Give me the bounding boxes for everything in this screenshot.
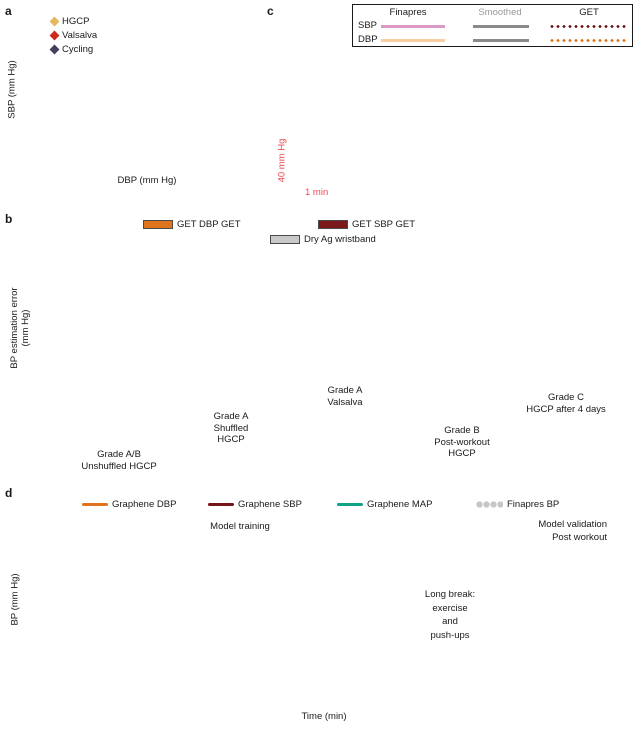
panel-b-ylabel-line1: BP estimation error [9, 287, 20, 369]
panel-b-letter: b [5, 212, 13, 226]
get-sbp-violin-swatch [318, 220, 348, 229]
group-1-grade: Grade A/B [59, 449, 179, 460]
legend-item-finapres-bp: Finapres BP [476, 499, 559, 510]
grade-text: Grade C [545, 392, 587, 403]
smoothed-sbp-swatch [473, 25, 529, 28]
legend-header-get: GET [579, 7, 599, 18]
legend-item-cycling: Cycling [49, 44, 94, 55]
panel-d-xlabel: Time (min) [301, 711, 347, 722]
panel-d-letter: d [5, 486, 13, 500]
scalebar-h-label: 1 min [305, 187, 329, 198]
smoothed-dbp-swatch [473, 39, 529, 42]
group-3-grade: Grade A [285, 385, 405, 396]
graphene-dbp-line-swatch [82, 503, 108, 506]
valsalva-diamond-icon [49, 30, 60, 41]
legend-item-get-dbp: GET DBP GET [143, 219, 241, 230]
wristband-violin-swatch [270, 235, 300, 244]
legend-item-get-sbp: GET SBP GET [318, 219, 415, 230]
scalebar-v-label: 40 mm Hg [276, 138, 288, 183]
legend-item-hgcp: HGCP [49, 16, 90, 27]
grade-text: Grade A [210, 411, 252, 422]
legend-label: Graphene SBP [238, 499, 302, 510]
legend-header-smoothed: Smoothed [478, 7, 522, 18]
hgcp-diamond-icon [49, 16, 60, 27]
break-label: Long break: exercise and push-ups [424, 589, 476, 641]
cycling-diamond-icon [49, 44, 60, 55]
legend-label: Cycling [62, 44, 94, 55]
group-2-grade: Grade A [171, 411, 291, 422]
legend-item-wristband: Dry Ag wristband [270, 234, 376, 245]
group-5-cond: HGCP after 4 days [526, 404, 606, 415]
legend-item-valsalva: Valsalva [49, 30, 98, 41]
legend-header-finapres: Finapres [389, 7, 427, 18]
legend-item-graphene-map: Graphene MAP [337, 499, 432, 510]
get-dbp-violin-swatch [143, 220, 173, 229]
group-1-cond: Unshuffled HGCP [81, 461, 157, 472]
group-3-cond: Valsalva [327, 397, 363, 408]
finapres-bp-dots-swatch [476, 501, 503, 508]
legend-item-graphene-sbp: Graphene SBP [208, 499, 302, 510]
group-4-cond: Post-workout HGCP [434, 437, 490, 459]
legend-label: Valsalva [62, 30, 98, 41]
panel-c-legend: Finapres Smoothed GET SBP DBP [352, 4, 633, 47]
panel-a-xlabel: DBP (mm Hg) [117, 175, 177, 186]
panel-b-ylabel: BP estimation error (mm Hg) [9, 268, 31, 388]
get-dbp-swatch [549, 37, 627, 43]
legend-row-dbp: DBP [358, 33, 378, 45]
grade-text: Grade A [324, 385, 366, 396]
region-label-validation: Model validation Post workout [538, 519, 607, 543]
panel-a-letter: a [5, 4, 12, 18]
legend-label: Graphene DBP [112, 499, 177, 510]
legend-label: GET DBP GET [177, 219, 241, 230]
panel-a-ylabel: SBP (mm Hg) [6, 60, 18, 119]
legend-label: GET SBP GET [352, 219, 416, 230]
region-label-training: Model training [210, 521, 270, 532]
panel-b-ylabel-line2: (mm Hg) [20, 309, 31, 347]
group-2-cond: Shuffled HGCP [213, 423, 249, 445]
finapres-dbp-swatch [381, 39, 445, 42]
finapres-sbp-swatch [381, 25, 445, 28]
legend-label: HGCP [62, 16, 90, 27]
legend-label: Finapres BP [507, 499, 560, 510]
get-sbp-swatch [549, 23, 627, 29]
panel-c-letter: c [267, 4, 274, 18]
grade-text: Grade A/B [94, 449, 144, 460]
legend-row-sbp: SBP [358, 19, 378, 31]
grade-text: Grade B [441, 425, 483, 436]
legend-item-graphene-dbp: Graphene DBP [82, 499, 176, 510]
group-4-grade: Grade B [402, 425, 522, 436]
panel-d-ylabel: BP (mm Hg) [9, 573, 21, 626]
graphene-sbp-line-swatch [208, 503, 234, 506]
legend-label: Dry Ag wristband [304, 234, 376, 245]
legend-label: Graphene MAP [367, 499, 433, 510]
group-5-grade: Grade C [506, 392, 626, 403]
graphene-map-line-swatch [337, 503, 363, 506]
